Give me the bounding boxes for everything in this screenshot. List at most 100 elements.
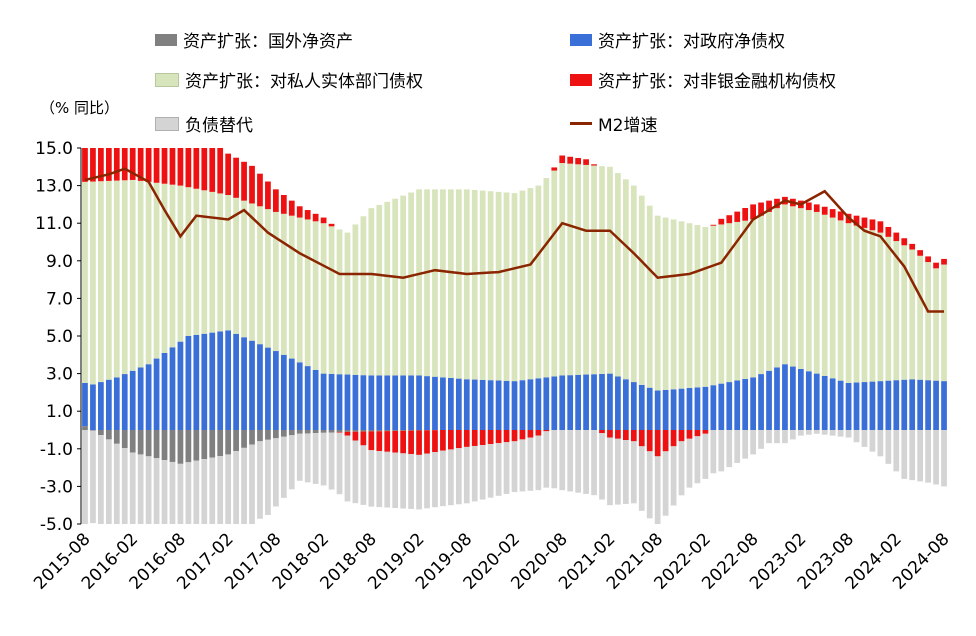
- bar-segment-liability: [670, 446, 677, 506]
- bar-segment-gov: [344, 374, 351, 430]
- bar-segment-nonbank: [861, 217, 868, 228]
- bar-segment-nonbank: [392, 430, 399, 453]
- bar-segment-liability: [368, 450, 375, 507]
- bar-segment-liability: [559, 430, 566, 491]
- bar-segment-private: [718, 224, 725, 384]
- bar-segment-gov: [193, 334, 200, 430]
- bar-segment-gov: [718, 383, 725, 430]
- bar-segment-private: [273, 211, 279, 352]
- bar-segment-nonbank: [607, 430, 613, 438]
- bar-segment-liability: [678, 441, 685, 496]
- bar-segment-private: [622, 179, 629, 380]
- bar-segment-liability: [702, 433, 709, 479]
- bar-segment-gov: [678, 388, 685, 430]
- bar-segment-nonbank: [583, 159, 589, 165]
- bar-segment-private: [654, 215, 661, 391]
- bar-segment-foreign: [408, 430, 414, 431]
- y-ticks: 15.0 13.0 11.0 9.0 7.0 5.0 3.0 1.0 -1.0 -3.0 -5.0: [35, 139, 81, 535]
- bar-segment-nonbank: [726, 215, 733, 224]
- bar-segment-liability: [853, 430, 860, 443]
- bar-segment-foreign: [217, 430, 224, 457]
- bar-segment-gov: [702, 386, 709, 430]
- bar-segment-private: [384, 201, 391, 376]
- bar-segment-foreign: [304, 430, 311, 434]
- bar-segment-liability: [511, 441, 518, 493]
- bar-segment-nonbank: [193, 148, 200, 189]
- bar-segment-liability: [845, 430, 852, 438]
- bar-segment-foreign: [344, 430, 351, 432]
- bar-segment-liability: [503, 442, 510, 494]
- bar-segment-liability: [941, 430, 947, 487]
- bar-segment-liability: [615, 438, 621, 505]
- bar-segment-private: [869, 230, 876, 382]
- bar-segment-liability: [432, 452, 438, 508]
- bar-segment-gov: [877, 381, 884, 430]
- bar-segment-gov: [241, 337, 247, 430]
- bar-segment-private: [901, 245, 908, 380]
- y-tick-label: 5.0: [46, 327, 73, 347]
- bar-segment-private: [607, 166, 613, 374]
- bar-segment-nonbank: [448, 430, 454, 450]
- bar-segment-liability: [837, 430, 844, 437]
- bar-segment-nonbank: [877, 221, 884, 233]
- bar-segment-gov: [153, 358, 160, 430]
- y-tick-label: 9.0: [46, 252, 73, 272]
- bar-segment-private: [575, 164, 581, 375]
- bar-segment-liability: [591, 430, 597, 496]
- bar-segment-nonbank: [686, 430, 693, 439]
- bar-segment-nonbank: [185, 148, 192, 188]
- bar-segment-nonbank: [519, 430, 526, 440]
- bar-segment-gov: [82, 383, 88, 427]
- bar-segment-private: [82, 181, 88, 383]
- bar-segment-liability: [646, 451, 653, 519]
- legend-label: 资产扩张：对私人实体部门债权: [185, 72, 423, 92]
- bar-segment-gov: [782, 364, 788, 430]
- bar-segment-liability: [686, 438, 693, 488]
- bar-segment-private: [249, 203, 255, 341]
- legend-item-m2: M2增速: [570, 111, 657, 136]
- bar-segment-private: [750, 219, 756, 378]
- bar-segment-nonbank: [368, 431, 375, 451]
- bar-segment-gov: [543, 377, 550, 430]
- bar-segment-foreign: [145, 430, 152, 457]
- bar-segment-nonbank: [352, 431, 359, 441]
- bar-segment-liability: [392, 452, 399, 509]
- bar-segment-gov: [638, 384, 645, 430]
- bar-segment-nonbank: [280, 195, 287, 214]
- bar-segment-gov: [376, 375, 383, 430]
- bar-segment-nonbank: [527, 430, 534, 438]
- bar-segment-nonbank: [217, 148, 224, 194]
- bar-segment-private: [98, 181, 104, 383]
- bar-segment-liability: [352, 440, 359, 504]
- bar-segment-gov: [137, 367, 144, 430]
- bar-segment-gov: [105, 379, 112, 430]
- bar-segment-foreign: [320, 430, 327, 433]
- bar-segment-liability: [288, 435, 295, 490]
- bar-segment-foreign: [137, 430, 144, 455]
- bar-segment-gov: [821, 375, 828, 430]
- bar-segment-foreign: [400, 430, 407, 431]
- bar-segment-gov: [535, 378, 542, 430]
- bar-segment-nonbank: [646, 430, 653, 452]
- bar-segment-nonbank: [455, 430, 462, 449]
- legend-label: 资产扩张：国外净资产: [183, 32, 353, 52]
- bar-segment-liability: [376, 450, 383, 508]
- legend-label: M2增速: [598, 116, 658, 136]
- bar-segment-gov: [583, 374, 589, 430]
- bar-segment-gov: [432, 376, 438, 430]
- bar-segment-liability: [113, 443, 120, 524]
- bar-segment-foreign: [161, 430, 168, 461]
- bar-segment-liability: [448, 449, 454, 506]
- bar-segment-liability: [137, 454, 144, 524]
- y-tick-label: 11.0: [35, 214, 73, 234]
- bar-segment-liability: [782, 430, 788, 444]
- bar-segment-liability: [933, 430, 939, 485]
- bar-segment-foreign: [280, 430, 287, 437]
- bar-segment-foreign: [90, 430, 96, 431]
- bar-segment-foreign: [257, 430, 263, 442]
- bar-segment-liability: [193, 460, 200, 524]
- bar-segment-private: [296, 217, 303, 363]
- bar-segment-nonbank: [941, 258, 947, 265]
- bar-segment-gov: [185, 336, 192, 430]
